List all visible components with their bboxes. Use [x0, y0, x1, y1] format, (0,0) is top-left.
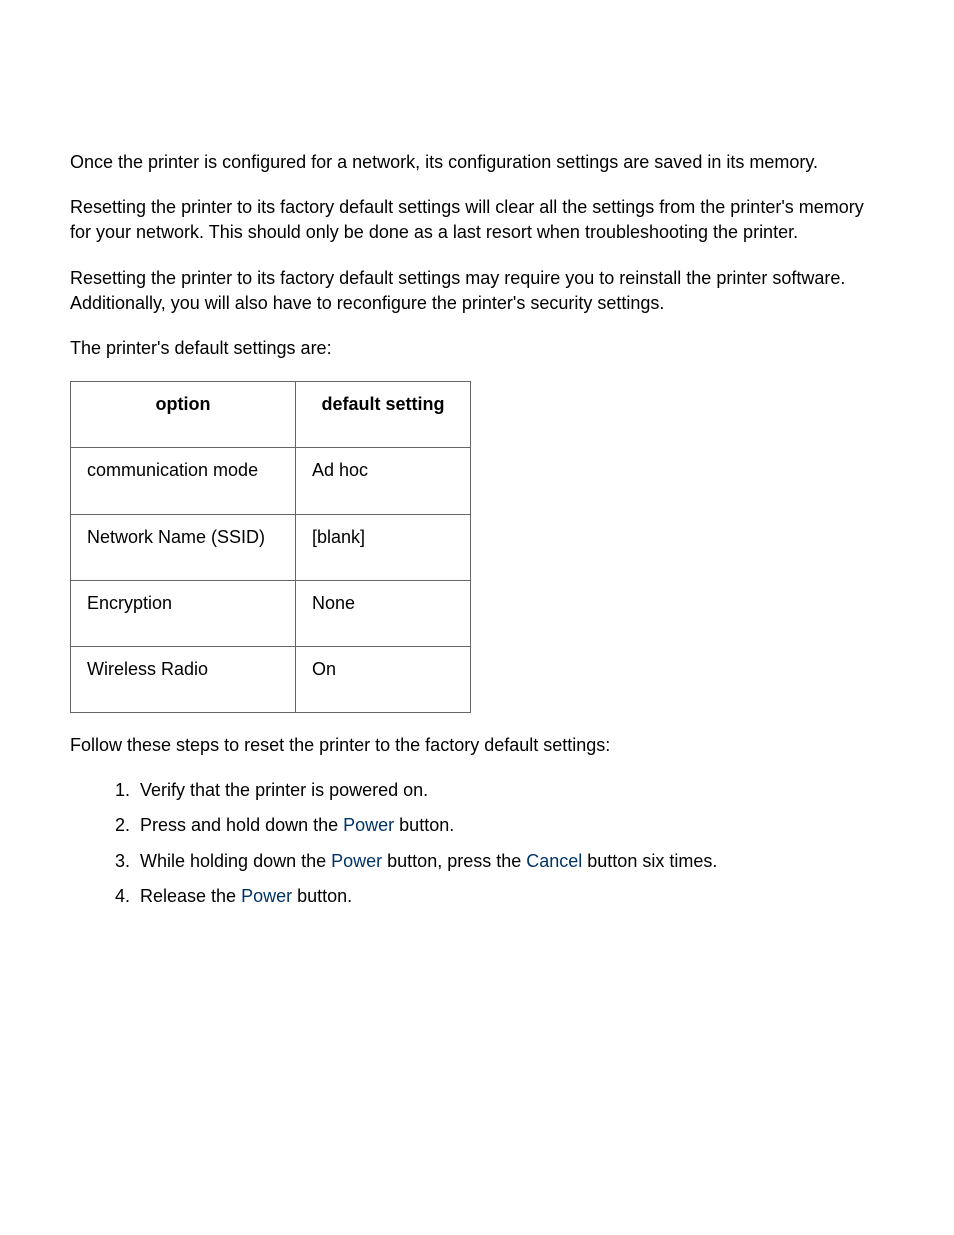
step-text: button.: [394, 815, 454, 835]
step-text: button six times.: [582, 851, 717, 871]
step-item-1: Verify that the printer is powered on.: [135, 778, 884, 803]
step-text: While holding down the: [140, 851, 331, 871]
cancel-link[interactable]: Cancel: [526, 851, 582, 871]
steps-intro: Follow these steps to reset the printer …: [70, 733, 884, 758]
power-link[interactable]: Power: [241, 886, 292, 906]
table-cell-setting: On: [296, 646, 471, 712]
table-intro: The printer's default settings are:: [70, 336, 884, 361]
step-text: Press and hold down the: [140, 815, 343, 835]
power-link[interactable]: Power: [331, 851, 382, 871]
table-cell-option: Wireless Radio: [71, 646, 296, 712]
steps-list: Verify that the printer is powered on. P…: [125, 778, 884, 909]
intro-paragraph-3: Resetting the printer to its factory def…: [70, 266, 884, 316]
table-cell-option: communication mode: [71, 448, 296, 514]
table-header-setting: default setting: [296, 382, 471, 448]
intro-paragraph-1: Once the printer is configured for a net…: [70, 150, 884, 175]
step-text: Release the: [140, 886, 241, 906]
step-text: button.: [292, 886, 352, 906]
table-header-option: option: [71, 382, 296, 448]
step-item-4: Release the Power button.: [135, 884, 884, 909]
table-cell-setting: None: [296, 580, 471, 646]
default-settings-table: option default setting communication mod…: [70, 381, 471, 713]
table-cell-option: Encryption: [71, 580, 296, 646]
table-row: Wireless Radio On: [71, 646, 471, 712]
table-cell-setting: [blank]: [296, 514, 471, 580]
step-text: button, press the: [382, 851, 526, 871]
table-row: communication mode Ad hoc: [71, 448, 471, 514]
table-row: Encryption None: [71, 580, 471, 646]
step-item-3: While holding down the Power button, pre…: [135, 849, 884, 874]
table-cell-option: Network Name (SSID): [71, 514, 296, 580]
table-cell-setting: Ad hoc: [296, 448, 471, 514]
table-header-row: option default setting: [71, 382, 471, 448]
power-link[interactable]: Power: [343, 815, 394, 835]
step-item-2: Press and hold down the Power button.: [135, 813, 884, 838]
table-row: Network Name (SSID) [blank]: [71, 514, 471, 580]
intro-paragraph-2: Resetting the printer to its factory def…: [70, 195, 884, 245]
